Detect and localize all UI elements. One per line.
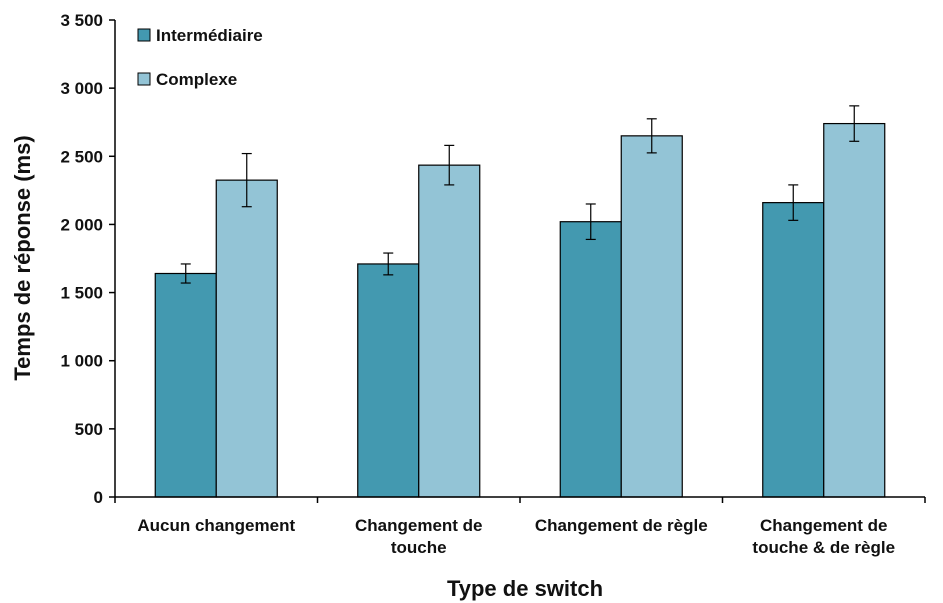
legend: Intermédiaire Complexe [137,26,263,89]
bar [823,122,886,498]
category-label: Aucun changement [137,516,295,535]
legend-swatch [137,72,151,86]
y-ticks: 0 500 1 000 1 500 2 000 2 500 3 000 3 500 [60,11,115,507]
bars-layer [154,122,886,498]
y-tick-label: 3 000 [60,79,103,98]
category-label: Changement de touche [355,516,483,557]
y-tick-label: 3 500 [60,11,103,30]
bar [418,164,481,498]
y-tick-label: 1 000 [60,352,103,371]
error-bars-layer [180,105,860,284]
x-ticks: Aucun changement Changement de touche Chang… [114,497,926,557]
bar [762,202,825,498]
category-label: Changement de règle [535,516,708,535]
x-axis-title: Type de switch [447,576,603,601]
bar [154,272,217,498]
bar [559,221,622,498]
bar [215,179,278,498]
legend-swatch [137,28,151,42]
bar [357,263,420,498]
y-tick-label: 2 000 [60,215,103,234]
y-axis-title: Temps de réponse (ms) [10,135,35,380]
y-tick-label: 1 500 [60,284,103,303]
bar [620,135,683,498]
y-tick-label: 500 [75,420,103,439]
legend-label: Intermédiaire [156,26,263,45]
legend-label: Complexe [156,70,237,89]
y-tick-label: 0 [94,488,103,507]
category-label: Changement de touche & de règle [752,516,895,557]
y-tick-label: 2 500 [60,147,103,166]
